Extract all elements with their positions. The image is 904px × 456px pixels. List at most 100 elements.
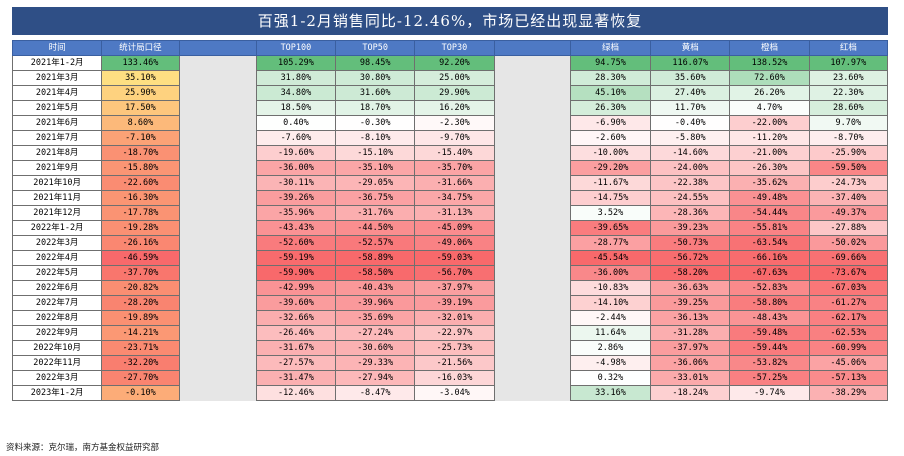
- cell-top50: -29.33%: [335, 355, 416, 371]
- cell-red: -38.29%: [808, 385, 889, 401]
- cell-yellow: -18.24%: [650, 385, 731, 401]
- cell-nbs: -46.59%: [101, 250, 180, 266]
- cell-top100: 31.80%: [255, 70, 337, 86]
- cell-time: 2022年7月: [11, 295, 103, 311]
- column-gap: [493, 145, 571, 161]
- cell-nbs: 35.10%: [101, 70, 180, 86]
- table-row: 2022年3月 -26.16% -52.60% -52.57% -49.06% -28.7…: [11, 235, 889, 251]
- table-row: 2022年1-2月 -19.28% -43.43% -44.50% -45.09% -39…: [11, 220, 889, 236]
- cell-yellow: -31.28%: [650, 325, 731, 341]
- cell-red: -57.13%: [808, 370, 889, 386]
- cell-nbs: -37.70%: [101, 265, 180, 281]
- header-row: 时间 统计局口径 TOP100 TOP50 TOP30 绿档 黄档 橙档 红档: [11, 40, 889, 56]
- cell-time: 2022年4月: [11, 250, 103, 266]
- column-gap: [493, 310, 571, 326]
- cell-top30: 25.00%: [414, 70, 495, 86]
- column-gap: [493, 355, 571, 371]
- column-header-orange: 橙档: [729, 40, 810, 56]
- cell-green: 33.16%: [569, 385, 652, 401]
- table-row: 2022年8月 -19.89% -32.66% -35.69% -32.01% -2.44…: [11, 310, 889, 326]
- cell-orange: 138.52%: [729, 55, 810, 71]
- cell-top50: -52.57%: [335, 235, 416, 251]
- cell-orange: -22.00%: [729, 115, 810, 131]
- cell-green: -45.54%: [569, 250, 652, 266]
- cell-top30: -31.13%: [414, 205, 495, 221]
- cell-green: -6.90%: [569, 115, 652, 131]
- column-gap: [178, 265, 257, 281]
- column-gap: [178, 340, 257, 356]
- cell-top100: -59.19%: [255, 250, 337, 266]
- cell-yellow: 11.70%: [650, 100, 731, 116]
- cell-top100: -26.46%: [255, 325, 337, 341]
- cell-top100: -39.26%: [255, 190, 337, 206]
- column-gap: [493, 115, 571, 131]
- cell-time: 2022年10月: [11, 340, 103, 356]
- column-gap: [493, 100, 571, 116]
- column-gap: [178, 250, 257, 266]
- table-row: 2021年1-2月 133.46% 105.29% 98.45% 92.20% 94.75…: [11, 55, 889, 71]
- column-header-top30: TOP30: [414, 40, 495, 56]
- cell-nbs: -17.78%: [101, 205, 180, 221]
- cell-top50: 31.60%: [335, 85, 416, 101]
- cell-yellow: 116.07%: [650, 55, 731, 71]
- table-row: 2021年7月 -7.10% -7.60% -8.10% -9.70% -2.60% -5.…: [11, 130, 889, 146]
- column-gap: [493, 85, 571, 101]
- cell-yellow: -5.80%: [650, 130, 731, 146]
- cell-top30: -3.04%: [414, 385, 495, 401]
- cell-nbs: -20.82%: [101, 280, 180, 296]
- cell-red: -8.70%: [808, 130, 889, 146]
- column-gap: [178, 115, 257, 131]
- cell-time: 2021年4月: [11, 85, 103, 101]
- cell-time: 2021年10月: [11, 175, 103, 191]
- column-gap: [178, 175, 257, 191]
- cell-red: -62.53%: [808, 325, 889, 341]
- column-gap: [493, 190, 571, 206]
- cell-nbs: -14.21%: [101, 325, 180, 341]
- cell-top30: -9.70%: [414, 130, 495, 146]
- column-gap: [178, 85, 257, 101]
- column-gap: [493, 295, 571, 311]
- cell-red: -73.67%: [808, 265, 889, 281]
- column-header-time: 时间: [11, 40, 103, 56]
- cell-top100: 0.40%: [255, 115, 337, 131]
- cell-red: 9.70%: [808, 115, 889, 131]
- cell-top100: 34.80%: [255, 85, 337, 101]
- cell-orange: -11.20%: [729, 130, 810, 146]
- cell-top30: 92.20%: [414, 55, 495, 71]
- column-gap: [178, 370, 257, 386]
- cell-top50: -35.69%: [335, 310, 416, 326]
- cell-green: -39.65%: [569, 220, 652, 236]
- cell-red: -50.02%: [808, 235, 889, 251]
- table-row: 2022年5月 -37.70% -59.90% -58.50% -56.70% -36.0…: [11, 265, 889, 281]
- table-row: 2022年7月 -28.20% -39.60% -39.96% -39.19% -14.1…: [11, 295, 889, 311]
- cell-time: 2021年5月: [11, 100, 103, 116]
- cell-top100: -30.11%: [255, 175, 337, 191]
- table-body: 2021年1-2月 133.46% 105.29% 98.45% 92.20% 94.75…: [11, 55, 889, 401]
- column-gap: [178, 235, 257, 251]
- cell-time: 2022年6月: [11, 280, 103, 296]
- table-row: 2022年4月 -46.59% -59.19% -58.89% -59.03% -45.5…: [11, 250, 889, 266]
- column-gap: [178, 220, 257, 236]
- cell-yellow: -39.25%: [650, 295, 731, 311]
- column-gap: [493, 370, 571, 386]
- cell-top50: 98.45%: [335, 55, 416, 71]
- cell-yellow: -28.36%: [650, 205, 731, 221]
- cell-time: 2021年7月: [11, 130, 103, 146]
- column-gap: [493, 235, 571, 251]
- column-gap: [178, 40, 257, 56]
- cell-nbs: -7.10%: [101, 130, 180, 146]
- cell-green: 94.75%: [569, 55, 652, 71]
- cell-time: 2022年5月: [11, 265, 103, 281]
- cell-top50: 30.80%: [335, 70, 416, 86]
- cell-yellow: -24.55%: [650, 190, 731, 206]
- cell-green: -2.44%: [569, 310, 652, 326]
- cell-top100: -27.57%: [255, 355, 337, 371]
- cell-orange: -49.48%: [729, 190, 810, 206]
- table-row: 2023年1-2月 -0.10% -12.46% -8.47% -3.04% 33.16%…: [11, 385, 889, 401]
- cell-yellow: -37.97%: [650, 340, 731, 356]
- table-row: 2022年9月 -14.21% -26.46% -27.24% -22.97% 11.64…: [11, 325, 889, 341]
- table-row: 2022年3月 -27.70% -31.47% -27.94% -16.03% 0.32%…: [11, 370, 889, 386]
- cell-nbs: -18.70%: [101, 145, 180, 161]
- cell-top30: -45.09%: [414, 220, 495, 236]
- cell-top100: -7.60%: [255, 130, 337, 146]
